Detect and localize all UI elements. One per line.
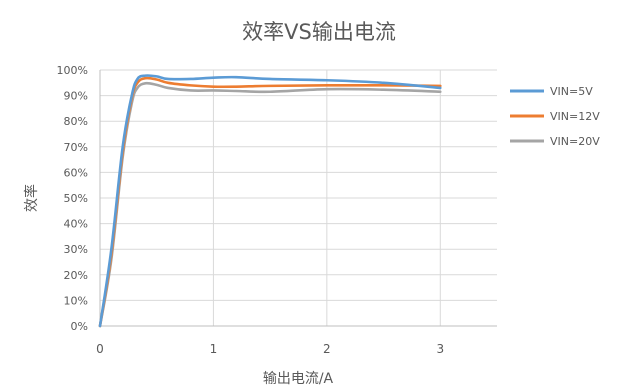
y-tick-label: 50%: [64, 192, 88, 205]
y-tick-label: 40%: [64, 218, 88, 231]
y-tick-label: 60%: [64, 166, 88, 179]
y-tick-label: 90%: [64, 90, 88, 103]
y-tick-label: 10%: [64, 294, 88, 307]
series-line-vin-20v: [98, 81, 442, 328]
y-tick-label: 0%: [71, 320, 88, 333]
series-line-vin-12v: [98, 76, 442, 328]
series-line-vin-5v: [98, 74, 442, 328]
x-tick-label: 3: [436, 342, 444, 356]
y-tick-label: 80%: [64, 115, 88, 128]
x-tick-label: 0: [96, 342, 104, 356]
legend-label: VIN=5V: [550, 85, 593, 98]
legend-label: VIN=20V: [550, 135, 600, 148]
grid-lines: [100, 69, 497, 327]
legend: VIN=5V VIN=12V VIN=20V: [510, 85, 600, 148]
axes: 0% 10% 20% 30% 40% 50% 60% 70% 80% 90% 100% 0 1 2 3: [57, 64, 497, 356]
y-tick-label: 70%: [64, 141, 88, 154]
legend-label: VIN=12V: [550, 110, 600, 123]
y-tick-label: 30%: [64, 243, 88, 256]
series-lines: [98, 74, 442, 328]
x-axis-title: 输出电流/A: [263, 371, 334, 387]
y-tick-label: 100%: [57, 64, 88, 77]
y-tick-label: 20%: [64, 269, 88, 282]
x-tick-label: 1: [210, 342, 218, 356]
y-axis-title: 效率: [23, 184, 40, 212]
x-tick-label: 2: [323, 342, 331, 356]
chart-title: 效率VS输出电流: [242, 20, 396, 44]
